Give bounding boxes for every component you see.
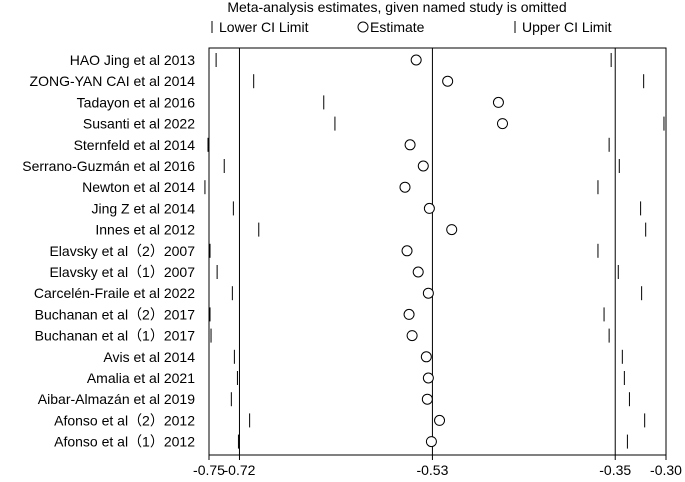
study-label: Newton et al 2014 (82, 179, 195, 195)
estimate-mark (422, 287, 434, 299)
x-tick-label: -0.35 (599, 462, 631, 478)
x-axis: -0.75-0.72 -0.53 -0.35 -0.30 (193, 455, 682, 478)
estimate-mark (417, 160, 429, 172)
estimate-mark (403, 308, 415, 320)
estimate-mark (496, 118, 508, 130)
estimate-mark (425, 436, 437, 448)
estimate-mark (404, 139, 416, 151)
estimate-mark (422, 372, 434, 384)
x-tick-label: -0.72 (224, 462, 256, 478)
estimate-mark (442, 75, 454, 87)
study-label: Aibar-Almazán et al 2019 (38, 391, 195, 407)
study-label: ZONG-YAN CAI et al 2014 (30, 73, 196, 89)
study-label: Carcelén-Fraile et al 2022 (34, 285, 195, 301)
estimate-mark (446, 224, 458, 236)
study-label: Jing Z et al 2014 (91, 200, 195, 216)
study-label: Afonso et al（2）2012 (54, 412, 195, 428)
estimate-mark (434, 414, 446, 426)
legend-label: Lower CI Limit (219, 19, 309, 35)
estimate-mark (399, 181, 411, 193)
estimate-mark (406, 330, 418, 342)
estimate-mark (423, 202, 435, 214)
study-label: Tadayon et al 2016 (77, 94, 196, 110)
estimate-mark (492, 96, 504, 108)
estimate-mark (420, 351, 432, 363)
study-label: Avis et al 2014 (103, 349, 195, 365)
study-label: Afonso et al（1）2012 (54, 434, 195, 450)
estimate-mark (401, 245, 413, 257)
study-label: Buchanan et al（1）2017 (35, 328, 196, 344)
legend-label: Estimate (370, 19, 425, 35)
study-label: Susanti et al 2022 (83, 116, 195, 132)
study-label: HAO Jing et al 2013 (70, 52, 196, 68)
x-tick-label: -0.53 (416, 462, 448, 478)
chart-legend: Lower CI Limit Estimate Upper CI Limit (211, 19, 612, 35)
legend-circle-symbol (357, 21, 369, 33)
plot-area: HAO Jing et al 2013 ZONG-YAN CAI et al 20… (22, 47, 667, 456)
study-label: Elavsky et al（2）2007 (49, 243, 195, 259)
x-tick-label: -0.30 (650, 462, 682, 478)
estimate-mark (410, 54, 422, 66)
plot-frame (208, 47, 667, 456)
study-label: Amalia et al 2021 (87, 370, 195, 386)
estimate-mark (421, 393, 433, 405)
study-label: Buchanan et al（2）2017 (35, 306, 196, 322)
legend-label: Upper CI Limit (522, 19, 612, 35)
chart-title: Meta-analysis estimates, given named stu… (227, 0, 566, 15)
study-label: Sternfeld et al 2014 (74, 137, 196, 153)
study-label: Innes et al 2012 (95, 222, 195, 238)
x-tick-label: -0.75 (193, 462, 225, 478)
estimate-mark (412, 266, 424, 278)
study-label: Serrano-Guzmán et al 2016 (22, 158, 195, 174)
study-label: Elavsky et al（1）2007 (49, 264, 195, 280)
